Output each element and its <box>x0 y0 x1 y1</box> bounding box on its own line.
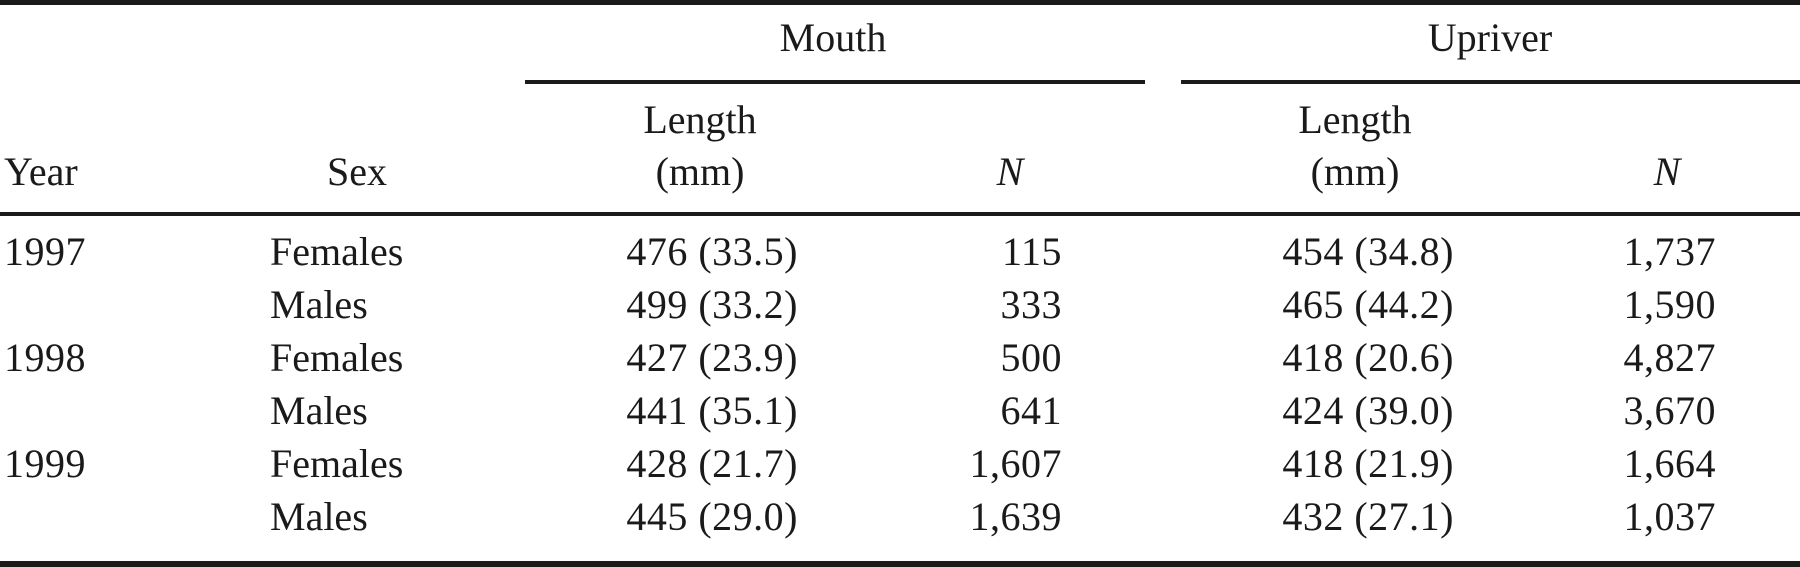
column-header-year: Year <box>4 149 78 194</box>
cell-mouth-n: 1,639 <box>969 494 1062 539</box>
cell-upriver-n: 4,827 <box>1623 335 1716 380</box>
mouth-group-rule <box>525 80 1145 84</box>
cell-year: 1998 <box>4 335 86 380</box>
top-rule <box>0 0 1800 5</box>
cell-upriver-n: 1,590 <box>1623 282 1716 327</box>
cell-mouth-length: 441 (35.1) <box>626 388 798 433</box>
cell-mouth-length: 428 (21.7) <box>626 441 798 486</box>
cell-sex: Males <box>270 282 368 327</box>
cell-upriver-n: 1,664 <box>1623 441 1716 486</box>
cell-mouth-n: 333 <box>1000 282 1062 327</box>
header-rule <box>0 212 1800 216</box>
cell-mouth-n: 1,607 <box>969 441 1062 486</box>
cell-sex: Females <box>270 335 404 380</box>
cell-mouth-length: 427 (23.9) <box>626 335 798 380</box>
cell-mouth-length: 499 (33.2) <box>626 282 798 327</box>
cell-sex: Males <box>270 388 368 433</box>
cell-upriver-n: 3,670 <box>1623 388 1716 433</box>
cell-upriver-length: 418 (20.6) <box>1282 335 1454 380</box>
column-header-upriver-length-line2: (mm) <box>1310 149 1400 194</box>
cell-upriver-length: 465 (44.2) <box>1282 282 1454 327</box>
cell-upriver-length: 432 (27.1) <box>1282 494 1454 539</box>
cell-mouth-n: 500 <box>1000 335 1062 380</box>
cell-year: 1997 <box>4 229 86 274</box>
bottom-rule <box>0 561 1800 567</box>
column-header-mouth-length-line2: (mm) <box>655 149 745 194</box>
group-header-upriver: Upriver <box>1427 15 1553 60</box>
cell-upriver-length: 418 (21.9) <box>1282 441 1454 486</box>
cell-mouth-length: 445 (29.0) <box>626 494 798 539</box>
column-header-mouth-length-line1: Length <box>643 97 757 142</box>
cell-upriver-n: 1,737 <box>1623 229 1716 274</box>
cell-mouth-length: 476 (33.5) <box>626 229 798 274</box>
cell-sex: Females <box>270 441 404 486</box>
cell-upriver-length: 424 (39.0) <box>1282 388 1454 433</box>
cell-sex: Females <box>270 229 404 274</box>
column-header-upriver-length-line1: Length <box>1298 97 1412 142</box>
cell-year: 1999 <box>4 441 86 486</box>
upriver-group-rule <box>1181 80 1800 84</box>
column-header-upriver-n: N <box>1653 149 1681 194</box>
cell-upriver-length: 454 (34.8) <box>1282 229 1454 274</box>
column-header-sex: Sex <box>327 149 387 194</box>
cell-upriver-n: 1,037 <box>1623 494 1716 539</box>
column-header-mouth-n: N <box>996 149 1024 194</box>
group-header-mouth: Mouth <box>779 15 887 60</box>
cell-mouth-n: 115 <box>1001 229 1062 274</box>
cell-sex: Males <box>270 494 368 539</box>
cell-mouth-n: 641 <box>1000 388 1062 433</box>
